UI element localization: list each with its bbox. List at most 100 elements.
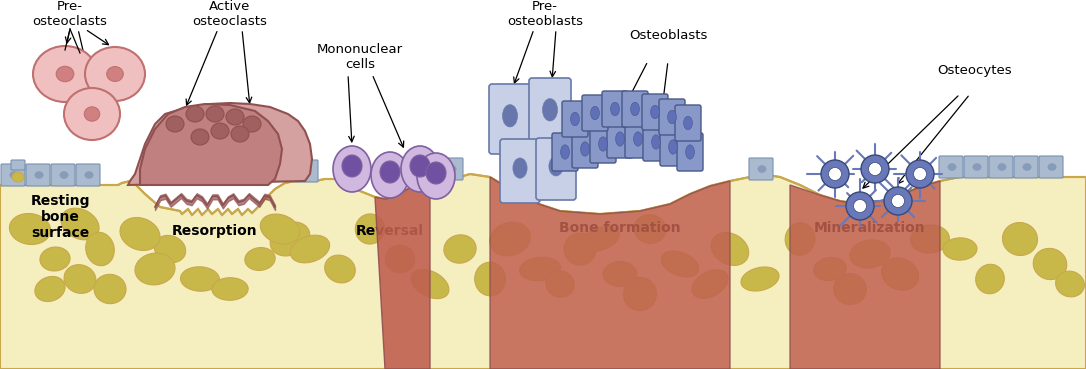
Ellipse shape [61,208,99,240]
FancyBboxPatch shape [602,91,628,127]
Ellipse shape [668,110,677,124]
FancyBboxPatch shape [964,156,988,178]
FancyBboxPatch shape [607,120,633,158]
Ellipse shape [226,109,244,125]
Ellipse shape [603,262,636,286]
Ellipse shape [623,277,656,311]
Ellipse shape [975,264,1005,294]
Text: Resting
bone
surface: Resting bone surface [30,194,90,240]
Ellipse shape [829,168,842,180]
Ellipse shape [758,166,767,172]
Ellipse shape [1056,271,1085,297]
FancyBboxPatch shape [582,95,608,131]
Ellipse shape [651,105,659,119]
Ellipse shape [119,217,160,251]
Ellipse shape [564,233,596,265]
Ellipse shape [785,223,814,255]
Ellipse shape [1033,248,1066,280]
FancyBboxPatch shape [989,156,1013,178]
Ellipse shape [570,112,580,126]
FancyBboxPatch shape [939,156,963,178]
Text: Resorption: Resorption [173,224,257,238]
Ellipse shape [973,163,981,170]
Ellipse shape [1048,163,1057,170]
Ellipse shape [1023,163,1032,170]
Ellipse shape [35,276,65,301]
Ellipse shape [911,225,949,253]
Ellipse shape [12,172,24,182]
Ellipse shape [548,156,564,176]
Ellipse shape [417,153,455,199]
FancyBboxPatch shape [749,158,773,180]
Ellipse shape [598,137,607,151]
Ellipse shape [426,162,446,184]
Ellipse shape [542,99,557,121]
Text: Osteoblasts: Osteoblasts [629,29,707,42]
Ellipse shape [401,146,439,192]
Ellipse shape [683,116,693,130]
Ellipse shape [64,265,96,293]
FancyBboxPatch shape [500,139,540,203]
Ellipse shape [633,132,643,146]
Ellipse shape [191,129,209,145]
Ellipse shape [386,245,415,273]
FancyBboxPatch shape [561,101,588,137]
Ellipse shape [86,232,114,266]
Ellipse shape [685,145,694,159]
Ellipse shape [35,172,43,179]
Ellipse shape [243,116,261,132]
Ellipse shape [380,161,400,183]
Ellipse shape [711,232,748,265]
Ellipse shape [10,214,51,245]
Ellipse shape [560,145,569,159]
FancyBboxPatch shape [675,105,700,141]
Ellipse shape [261,214,300,244]
Ellipse shape [669,140,678,154]
Text: Pre-
osteoclasts: Pre- osteoclasts [33,0,108,28]
Ellipse shape [861,155,889,183]
Ellipse shape [342,155,362,177]
Ellipse shape [616,132,624,146]
Ellipse shape [325,255,355,283]
FancyBboxPatch shape [660,128,686,166]
Ellipse shape [503,104,518,127]
Ellipse shape [33,46,97,102]
Text: Active
osteoclasts: Active osteoclasts [192,0,267,28]
Ellipse shape [854,200,867,213]
Ellipse shape [661,251,698,277]
Ellipse shape [444,235,476,263]
FancyBboxPatch shape [1,164,25,186]
Ellipse shape [85,107,100,121]
FancyBboxPatch shape [622,91,648,127]
Ellipse shape [303,168,312,175]
FancyBboxPatch shape [642,94,668,130]
Ellipse shape [906,160,934,188]
Polygon shape [0,174,1086,369]
Ellipse shape [106,66,123,82]
Ellipse shape [64,88,119,140]
Text: Bone formation: Bone formation [559,221,681,235]
Ellipse shape [948,163,956,170]
Ellipse shape [581,142,590,156]
Ellipse shape [166,116,184,132]
Ellipse shape [447,166,456,172]
Ellipse shape [355,214,384,244]
FancyBboxPatch shape [294,160,318,182]
Ellipse shape [290,235,330,263]
Ellipse shape [882,258,919,290]
FancyBboxPatch shape [536,138,576,200]
Ellipse shape [40,247,71,271]
Ellipse shape [519,257,560,281]
Ellipse shape [1002,223,1037,255]
FancyBboxPatch shape [1014,156,1038,178]
Text: Reversal: Reversal [356,224,424,238]
Ellipse shape [212,278,248,300]
Ellipse shape [206,106,224,122]
Ellipse shape [231,126,249,142]
Polygon shape [790,181,940,369]
FancyBboxPatch shape [51,164,75,186]
Text: Pre-
osteoblasts: Pre- osteoblasts [507,0,583,28]
Ellipse shape [546,271,574,297]
Ellipse shape [180,267,219,291]
FancyBboxPatch shape [677,133,703,171]
